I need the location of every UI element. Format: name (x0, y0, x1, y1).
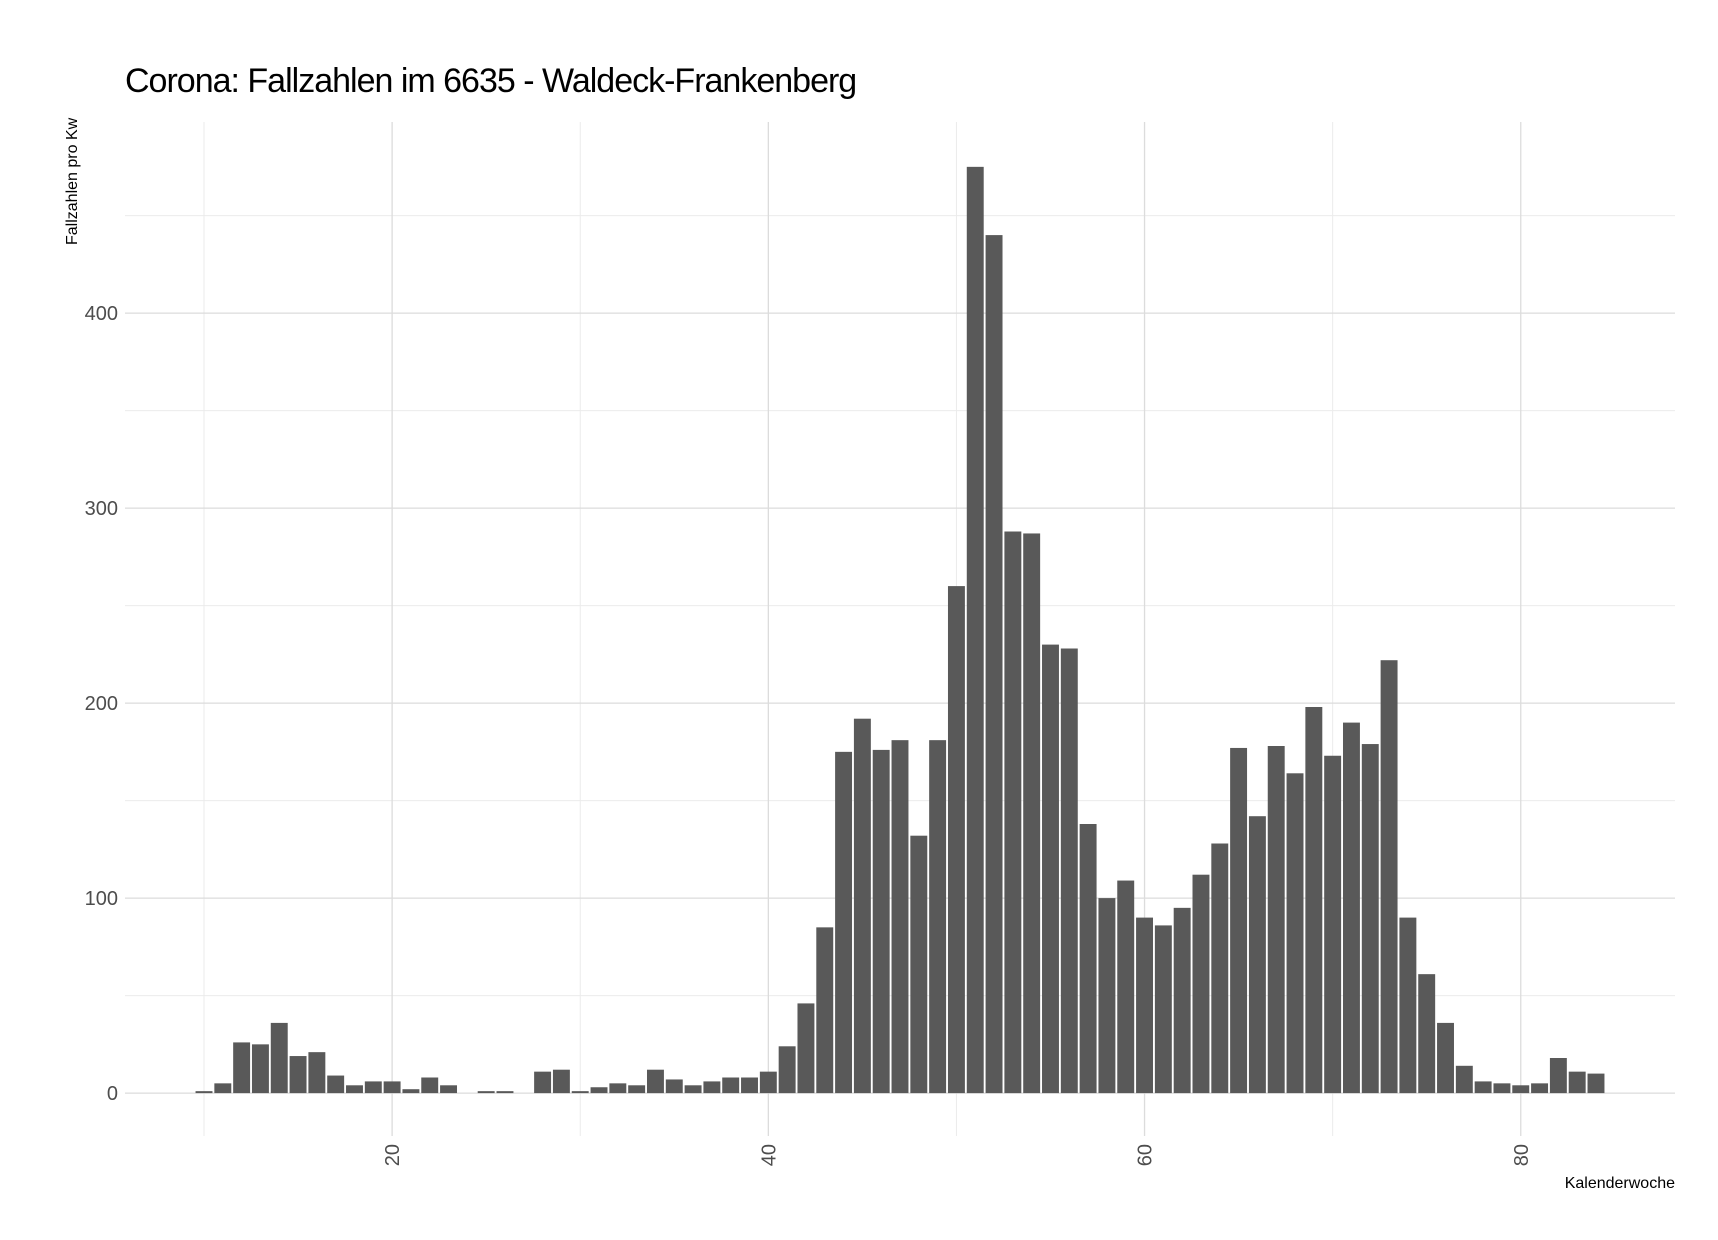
chart-title: Corona: Fallzahlen im 6635 - Waldeck-Fra… (125, 62, 856, 100)
bar (421, 1077, 439, 1094)
y-axis-title: Fallzahlen pro Kw (64, 117, 81, 245)
bar (703, 1081, 721, 1094)
bar (1324, 755, 1342, 1094)
bar (364, 1081, 382, 1094)
bar (853, 718, 871, 1094)
bar (1380, 660, 1398, 1094)
bar (966, 166, 984, 1094)
bar (759, 1071, 777, 1094)
bar (1437, 1022, 1454, 1094)
bar (195, 1091, 213, 1094)
bar (778, 1046, 796, 1094)
bar (1305, 707, 1323, 1094)
bar (440, 1085, 458, 1094)
bar (929, 740, 947, 1094)
bar (1455, 1065, 1473, 1094)
bar (1004, 531, 1022, 1094)
bar (1023, 533, 1041, 1094)
bar (214, 1083, 232, 1094)
bar (910, 835, 928, 1094)
bar (402, 1089, 420, 1094)
y-tick-label: 400 (85, 303, 118, 325)
bar (684, 1085, 702, 1094)
y-tick-label: 300 (85, 498, 118, 520)
bar (1211, 843, 1229, 1094)
bar (327, 1075, 345, 1094)
bar (383, 1081, 401, 1094)
bar (665, 1079, 683, 1094)
bar (872, 749, 890, 1094)
bar (985, 235, 1003, 1094)
bar (797, 1003, 815, 1094)
bar (1531, 1083, 1549, 1094)
bar (1568, 1071, 1586, 1094)
bar (346, 1085, 363, 1094)
bar (1493, 1083, 1511, 1094)
x-tick-label: 80 (1511, 1144, 1533, 1166)
y-tick-label: 200 (85, 693, 118, 715)
bar (1079, 824, 1097, 1094)
bar (1399, 917, 1417, 1094)
bar (835, 751, 853, 1094)
bar (477, 1091, 495, 1094)
bar (816, 927, 834, 1094)
x-tick-label: 40 (758, 1144, 780, 1166)
bar (1230, 747, 1248, 1094)
bar (1042, 644, 1059, 1094)
bar (308, 1052, 326, 1094)
bar (741, 1077, 758, 1094)
bar (1474, 1081, 1492, 1094)
bar (1361, 744, 1379, 1094)
bar (270, 1022, 288, 1094)
bar (1154, 925, 1172, 1094)
bar (628, 1085, 646, 1094)
bar (1060, 648, 1078, 1094)
bar (1587, 1073, 1605, 1094)
bar (1173, 907, 1191, 1094)
y-tick-label: 100 (85, 888, 118, 910)
bar (1248, 816, 1266, 1094)
bar (1117, 880, 1135, 1094)
bar (1098, 898, 1116, 1094)
bar (609, 1083, 627, 1094)
bar (1267, 746, 1285, 1094)
bar (289, 1056, 307, 1094)
x-axis-title: Kalenderwoche (1565, 1175, 1675, 1192)
bar (1512, 1085, 1530, 1094)
bar (646, 1069, 664, 1094)
bar (1286, 773, 1304, 1094)
grid (125, 122, 1675, 1136)
bar (534, 1071, 552, 1094)
bar (1192, 874, 1210, 1094)
bar (552, 1069, 570, 1094)
bar (233, 1042, 251, 1094)
bar (251, 1044, 269, 1094)
bar (1418, 974, 1436, 1094)
y-tick-label: 0 (107, 1083, 118, 1105)
bar (722, 1077, 740, 1094)
bar (1549, 1058, 1567, 1094)
bar (891, 740, 909, 1094)
x-tick-label: 60 (1135, 1144, 1157, 1166)
bar (590, 1087, 608, 1094)
bar (571, 1091, 589, 1094)
bar (496, 1091, 514, 1094)
bar (1342, 722, 1360, 1094)
x-tick-label: 20 (382, 1144, 404, 1166)
bar (1136, 917, 1154, 1094)
bar (947, 586, 965, 1094)
bars (195, 166, 1605, 1094)
